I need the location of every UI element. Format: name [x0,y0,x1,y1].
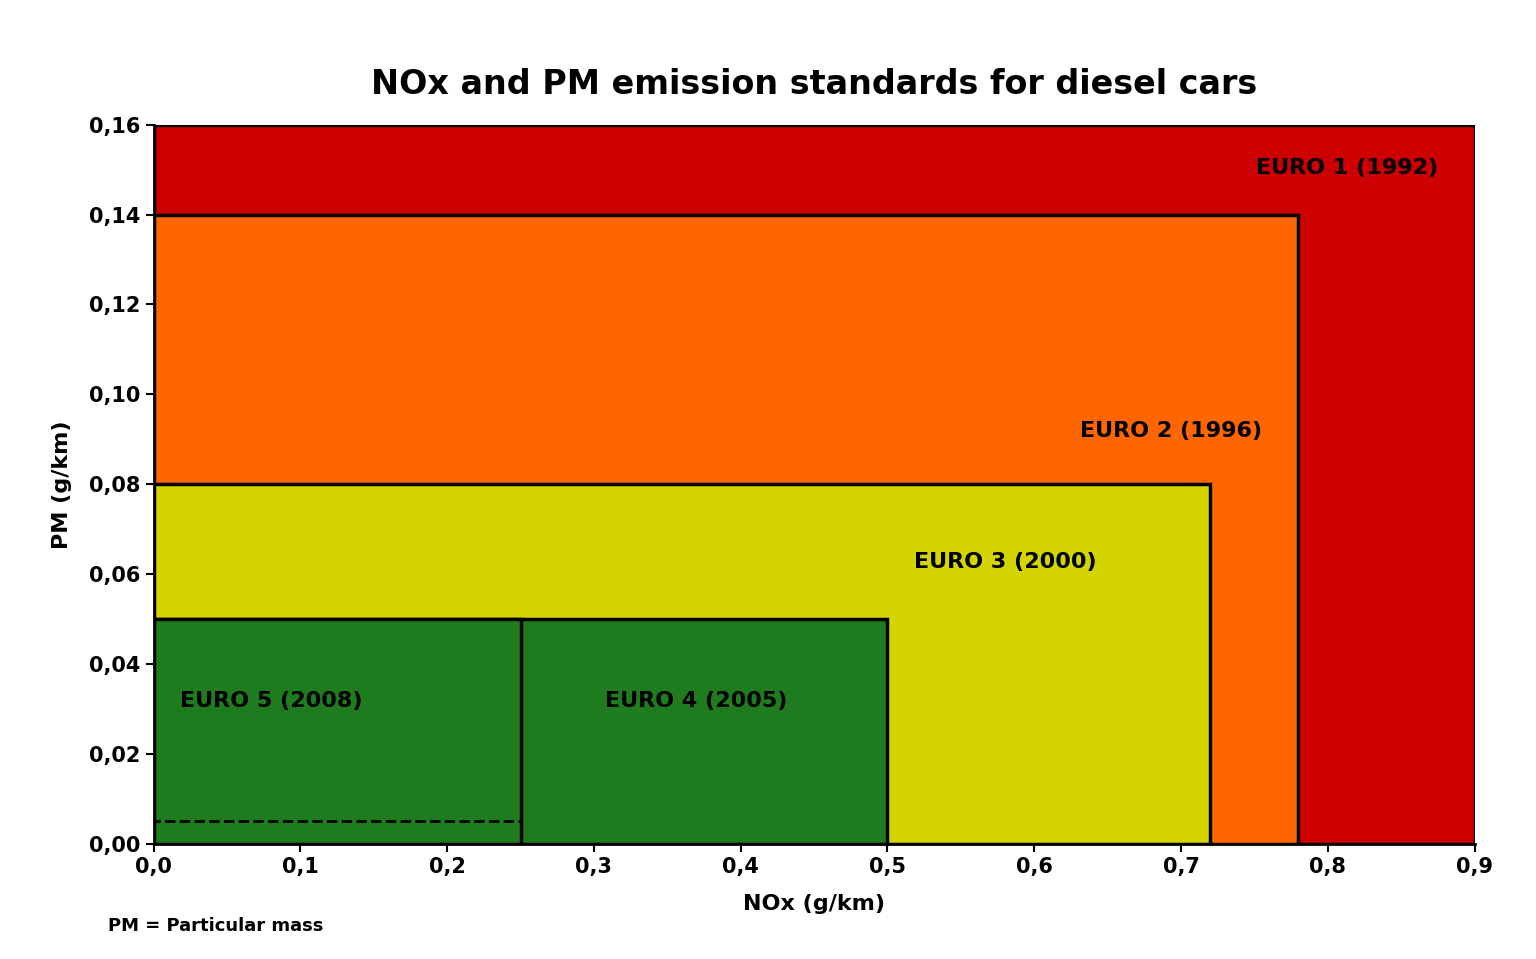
X-axis label: NOx (g/km): NOx (g/km) [743,894,885,914]
Text: EURO 5 (2008): EURO 5 (2008) [180,691,362,711]
Text: EURO 1 (1992): EURO 1 (1992) [1256,158,1438,178]
Text: EURO 3 (2000): EURO 3 (2000) [914,551,1097,572]
Bar [154,620,888,844]
Title: NOx and PM emission standards for diesel cars: NOx and PM emission standards for diesel… [372,68,1256,101]
Y-axis label: PM (g/km): PM (g/km) [52,420,72,549]
Bar [154,822,521,844]
Text: EURO 4 (2005): EURO 4 (2005) [605,691,788,711]
Bar [154,620,521,844]
Text: PM = Particular mass: PM = Particular mass [108,917,323,935]
Bar [154,215,1298,844]
Bar [154,484,1210,844]
Text: EURO 2 (1996): EURO 2 (1996) [1080,421,1261,441]
